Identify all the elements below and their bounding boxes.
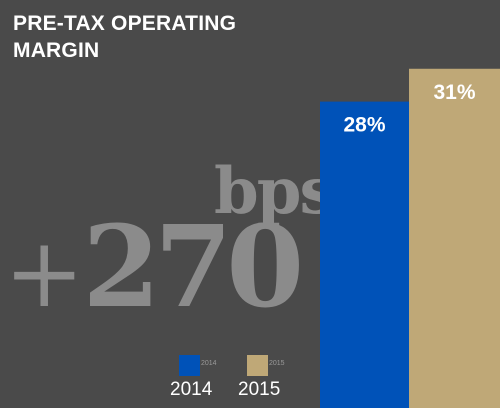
legend-item-2015: 2015 2015 (238, 355, 298, 403)
chart-panel: PRE-TAX OPERATING MARGIN bps +270 28% 31%… (0, 0, 500, 408)
bar-2014 (320, 101, 409, 408)
legend-item-2014: 2014 2014 (170, 355, 230, 403)
margin-change-callout: +270 (4, 212, 304, 330)
legend-swatch-text-2014: 2014 (201, 360, 217, 367)
legend-swatch-2014: 2014 (179, 355, 217, 376)
margin-change-value: 270 (82, 202, 304, 333)
legend-label-2014: 2014 (170, 379, 213, 400)
bar-chart: 28% 31% (320, 68, 500, 408)
legend-swatch-text-2015: 2015 (269, 360, 285, 367)
legend-label-2015: 2015 (238, 379, 281, 400)
chart-title: PRE-TAX OPERATING MARGIN (13, 12, 237, 62)
bar-2015 (409, 68, 500, 408)
plus-sign: + (4, 217, 84, 329)
legend-swatch-2015: 2015 (247, 355, 285, 376)
data-label-2014: 28% (343, 114, 385, 137)
data-label-2015: 31% (433, 81, 475, 104)
bps-unit: bps (214, 154, 336, 229)
